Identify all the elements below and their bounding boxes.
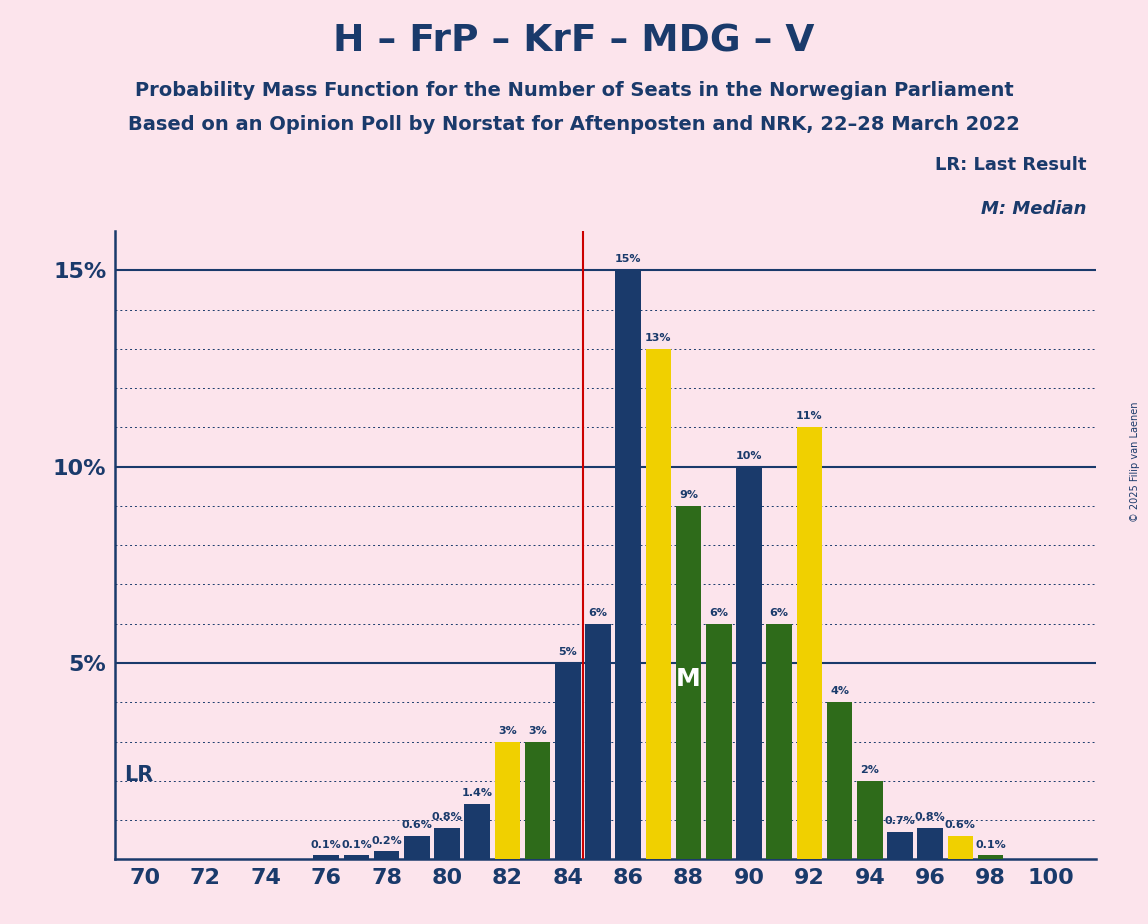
Bar (767, 624, 792, 859)
Text: LR: LR (124, 765, 153, 784)
Bar (676, 506, 701, 859)
Text: 0.1%: 0.1% (311, 840, 342, 849)
Bar (615, 270, 641, 859)
Text: 0.2%: 0.2% (371, 835, 402, 845)
Text: 6%: 6% (709, 608, 728, 618)
Text: © 2025 Filip van Laenen: © 2025 Filip van Laenen (1130, 402, 1140, 522)
Bar (313, 856, 339, 859)
Bar (434, 828, 460, 859)
Text: 5%: 5% (558, 647, 577, 657)
Text: 1.4%: 1.4% (461, 788, 492, 798)
Text: 0.6%: 0.6% (945, 820, 976, 830)
Text: 0.8%: 0.8% (432, 812, 463, 822)
Bar (343, 856, 370, 859)
Bar (465, 804, 490, 859)
Text: Based on an Opinion Poll by Norstat for Aftenposten and NRK, 22–28 March 2022: Based on an Opinion Poll by Norstat for … (129, 115, 1019, 134)
Bar (797, 427, 822, 859)
Text: M: Median: M: Median (982, 201, 1086, 218)
Bar (827, 702, 853, 859)
Text: 11%: 11% (796, 411, 823, 421)
Text: 0.7%: 0.7% (885, 816, 915, 826)
Text: 4%: 4% (830, 687, 850, 697)
Bar (495, 741, 520, 859)
Text: 15%: 15% (615, 254, 642, 264)
Bar (374, 852, 400, 859)
Bar (978, 856, 1003, 859)
Text: M: M (676, 667, 701, 690)
Bar (645, 349, 672, 859)
Bar (525, 741, 550, 859)
Text: 9%: 9% (680, 490, 698, 500)
Bar (947, 835, 974, 859)
Text: 3%: 3% (498, 725, 517, 736)
Text: 3%: 3% (528, 725, 546, 736)
Bar (554, 663, 581, 859)
Bar (887, 832, 913, 859)
Bar (585, 624, 611, 859)
Text: 10%: 10% (736, 451, 762, 461)
Text: 0.6%: 0.6% (402, 820, 433, 830)
Text: 2%: 2% (860, 765, 879, 775)
Bar (858, 781, 883, 859)
Bar (706, 624, 731, 859)
Text: Probability Mass Function for the Number of Seats in the Norwegian Parliament: Probability Mass Function for the Number… (134, 81, 1014, 101)
Text: 6%: 6% (589, 608, 607, 618)
Text: 0.1%: 0.1% (976, 840, 1006, 849)
Bar (404, 835, 429, 859)
Text: 6%: 6% (769, 608, 789, 618)
Text: 0.8%: 0.8% (915, 812, 946, 822)
Bar (917, 828, 943, 859)
Text: H – FrP – KrF – MDG – V: H – FrP – KrF – MDG – V (333, 23, 815, 59)
Text: 13%: 13% (645, 333, 672, 343)
Bar (736, 467, 762, 859)
Text: 0.1%: 0.1% (341, 840, 372, 849)
Text: LR: Last Result: LR: Last Result (934, 156, 1086, 175)
